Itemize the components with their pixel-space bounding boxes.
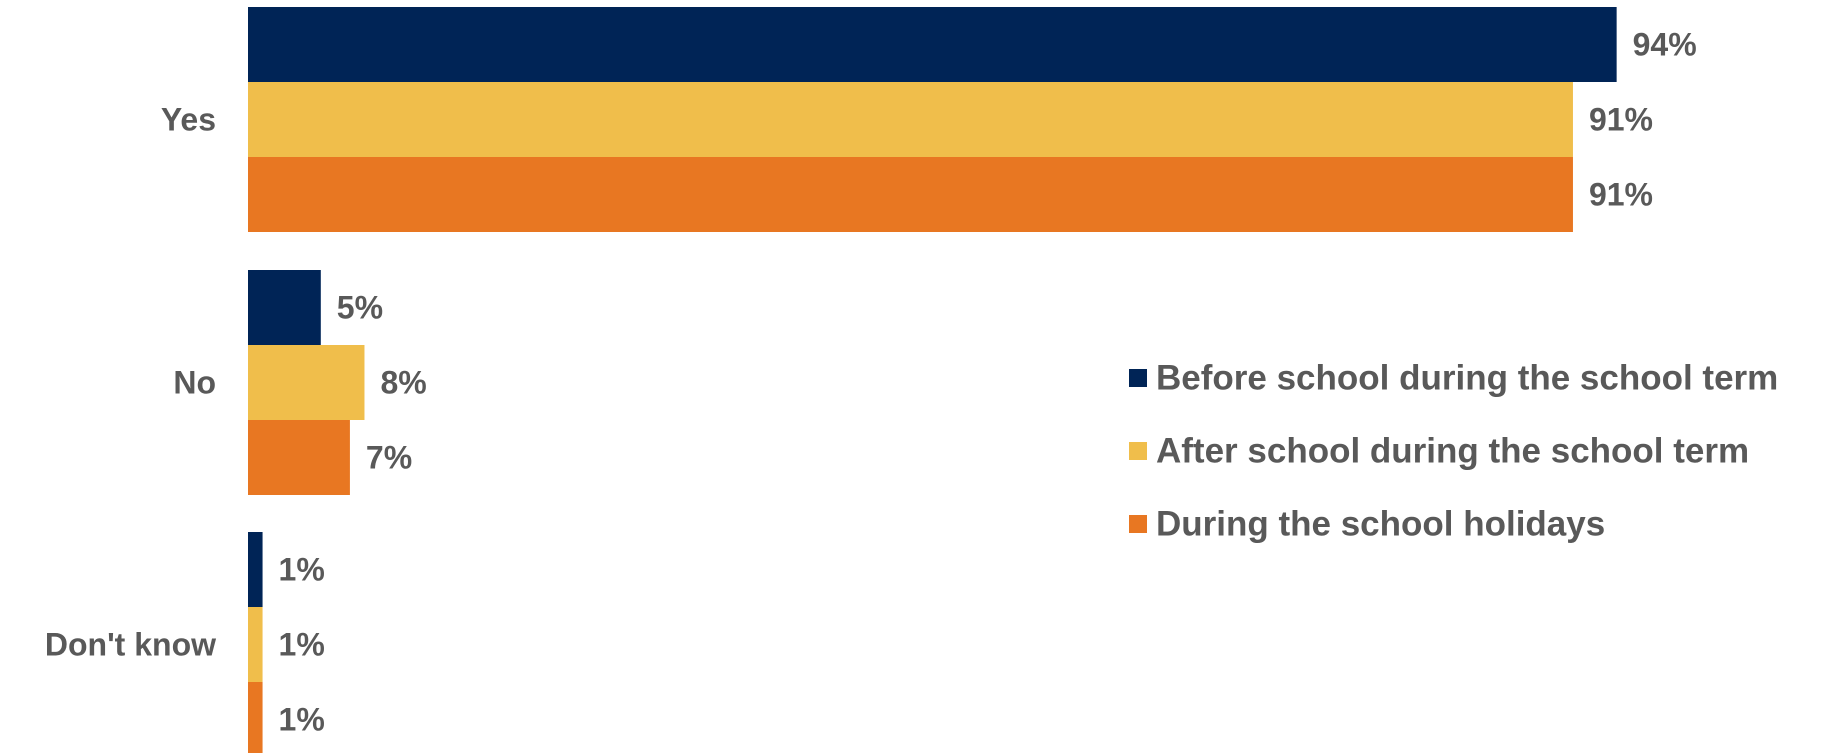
category-labels: Yes No Don't know <box>45 102 216 663</box>
value-label-yes-series-1: 94% <box>1633 27 1697 63</box>
value-label-don-t-know-series-1: 1% <box>279 552 325 588</box>
bar-no-series-3 <box>248 420 350 495</box>
category-label-no: No <box>173 365 216 401</box>
value-label-don-t-know-series-3: 1% <box>279 702 325 738</box>
value-labels: 94% 91% 91% 5% 8% 7% 1% 1% 1% <box>279 27 1697 738</box>
legend-swatch-2 <box>1129 442 1147 460</box>
legend-swatch-1 <box>1129 369 1147 387</box>
value-label-no-series-3: 7% <box>366 440 412 476</box>
bar-yes-series-3 <box>248 157 1573 232</box>
bar-yes-series-2 <box>248 82 1573 157</box>
bar-don-t-know-series-2 <box>248 607 263 682</box>
legend: Before school during the school term Afte… <box>1129 359 1778 544</box>
legend-label-3: During the school holidays <box>1156 505 1605 544</box>
legend-label-1: Before school during the school term <box>1156 359 1778 398</box>
bar-yes-series-1 <box>248 7 1617 82</box>
legend-swatch-3 <box>1129 515 1147 533</box>
value-label-no-series-1: 5% <box>337 290 383 326</box>
category-label-don-t-know: Don't know <box>45 627 216 663</box>
value-label-yes-series-3: 91% <box>1589 177 1653 213</box>
value-label-no-series-2: 8% <box>380 365 426 401</box>
bar-don-t-know-series-1 <box>248 532 263 607</box>
bar-don-t-know-series-3 <box>248 682 263 753</box>
bar-no-series-1 <box>248 270 321 345</box>
category-label-yes: Yes <box>161 102 216 138</box>
value-label-don-t-know-series-2: 1% <box>279 627 325 663</box>
bars <box>248 7 1617 753</box>
value-label-yes-series-2: 91% <box>1589 102 1653 138</box>
legend-label-2: After school during the school term <box>1156 432 1749 471</box>
bar-no-series-2 <box>248 345 365 420</box>
